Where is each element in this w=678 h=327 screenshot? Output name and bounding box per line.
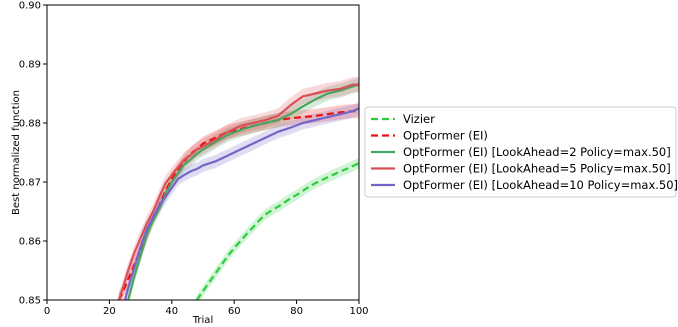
series-lines — [117, 83, 359, 300]
confidence-bands — [118, 76, 359, 300]
legend: Vizier OptFormer (EI) OptFormer (EI) [Look… — [364, 106, 678, 198]
x-axis-ticks: 0 20 40 60 80 100 — [44, 300, 369, 317]
legend-label: Vizier — [403, 112, 435, 126]
legend-label: OptFormer (EI) [LookAhead=2 Policy=max.5… — [403, 145, 671, 159]
x-axis-label: Trial — [192, 315, 213, 326]
x-tick-label: 80 — [290, 306, 303, 317]
y-axis-ticks: 0.85 0.86 0.87 0.88 0.89 0.90 — [19, 1, 47, 307]
series-band-4 — [125, 101, 359, 300]
y-tick-label: 0.87 — [19, 178, 41, 189]
series-line-1 — [117, 110, 359, 300]
series-band-2 — [128, 77, 359, 300]
legend-label: OptFormer (EI) — [403, 129, 488, 143]
x-tick-label: 20 — [103, 306, 116, 317]
x-tick-label: 0 — [44, 306, 50, 317]
y-tick-label: 0.89 — [19, 60, 41, 71]
y-tick-label: 0.85 — [19, 296, 41, 307]
legend-label: OptFormer (EI) [LookAhead=5 Policy=max.5… — [403, 162, 671, 176]
plot-frame — [46, 4, 360, 301]
y-tick-label: 0.90 — [19, 1, 41, 12]
y-tick-label: 0.86 — [19, 237, 41, 248]
series-line-0 — [195, 162, 359, 300]
legend-box — [364, 106, 677, 198]
x-tick-label: 40 — [165, 306, 178, 317]
series-line-2 — [127, 83, 359, 300]
series-band-0 — [196, 157, 359, 300]
x-tick-label: 60 — [228, 306, 241, 317]
x-tick-label: 100 — [349, 306, 368, 317]
y-tick-label: 0.88 — [19, 119, 41, 130]
series-line-4 — [123, 107, 359, 300]
legend-label: OptFormer (EI) [LookAhead=10 Policy=max.… — [403, 178, 678, 192]
series-line-3 — [117, 83, 359, 300]
y-axis-label: Best normalized function — [11, 90, 22, 215]
